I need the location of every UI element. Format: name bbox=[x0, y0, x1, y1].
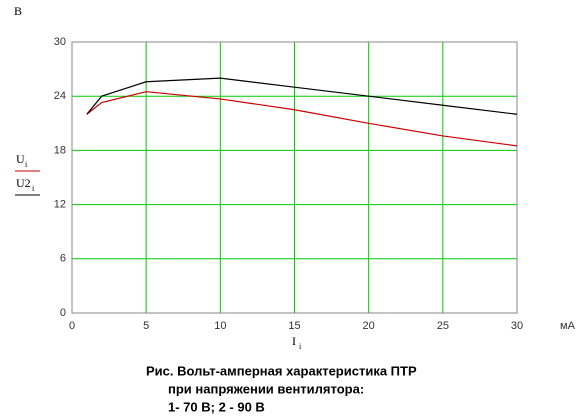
y-unit: В bbox=[14, 4, 22, 18]
x-tick-label: 25 bbox=[437, 320, 449, 332]
x-label-sub: i bbox=[299, 342, 302, 351]
legend-label: U2 bbox=[16, 176, 31, 190]
caption: при напряжении вентилятора: bbox=[168, 381, 364, 396]
legend-sub: i bbox=[25, 160, 28, 169]
y-tick-label: 24 bbox=[54, 90, 66, 102]
legend-sub: i bbox=[32, 184, 35, 193]
series-line bbox=[86, 77, 518, 115]
series-line bbox=[86, 91, 518, 147]
y-tick-label: 30 bbox=[54, 36, 66, 48]
caption: 1- 70 В; 2 - 90 В bbox=[168, 399, 265, 414]
x-tick-label: 15 bbox=[288, 320, 300, 332]
legend-label: U bbox=[16, 152, 25, 166]
x-tick-label: 20 bbox=[363, 320, 375, 332]
x-tick-label: 5 bbox=[143, 320, 149, 332]
plot-frame bbox=[71, 41, 518, 314]
x-tick-label: 10 bbox=[214, 320, 226, 332]
y-tick-label: 18 bbox=[54, 144, 66, 156]
x-tick-label: 0 bbox=[69, 320, 75, 332]
x-unit: мА bbox=[560, 320, 576, 332]
y-tick-label: 12 bbox=[54, 199, 66, 211]
y-tick-label: 0 bbox=[60, 307, 66, 319]
caption: Рис. Вольт-амперная характеристика ПТР bbox=[146, 363, 417, 378]
y-tick-label: 6 bbox=[60, 253, 66, 265]
x-tick-label: 30 bbox=[511, 320, 523, 332]
x-label: I bbox=[292, 334, 296, 348]
